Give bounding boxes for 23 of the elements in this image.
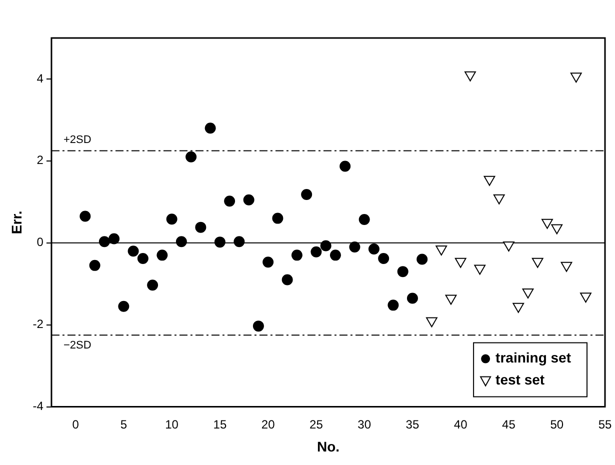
x-tick-label: 55	[598, 417, 612, 432]
ref-line-label: −2SD	[63, 340, 92, 352]
x-tick-label: 25	[310, 417, 324, 432]
x-tick-label: 45	[502, 417, 516, 432]
x-tick-label: 20	[261, 417, 276, 432]
y-tick-label: 2	[36, 153, 44, 168]
x-tick-label: 30	[358, 417, 372, 432]
x-tick-label: 5	[120, 417, 128, 432]
legend-label: test set	[496, 372, 545, 388]
x-tick-label: 15	[213, 417, 227, 432]
y-tick-label: 4	[36, 71, 44, 86]
legend-label: training set	[496, 350, 572, 366]
y-axis-title: Err.	[8, 210, 24, 234]
x-tick-label: 10	[165, 417, 179, 432]
x-tick-label: 35	[406, 417, 420, 432]
y-tick-label: -4	[32, 399, 44, 414]
ref-line-label: +2SD	[63, 134, 92, 146]
x-tick-label: 40	[454, 417, 468, 432]
x-axis-title: No.	[316, 438, 340, 454]
y-tick-label: 0	[36, 235, 44, 250]
x-tick-label: 50	[550, 417, 564, 432]
y-tick-label: -2	[32, 317, 44, 332]
x-tick-label: 0	[72, 417, 80, 432]
